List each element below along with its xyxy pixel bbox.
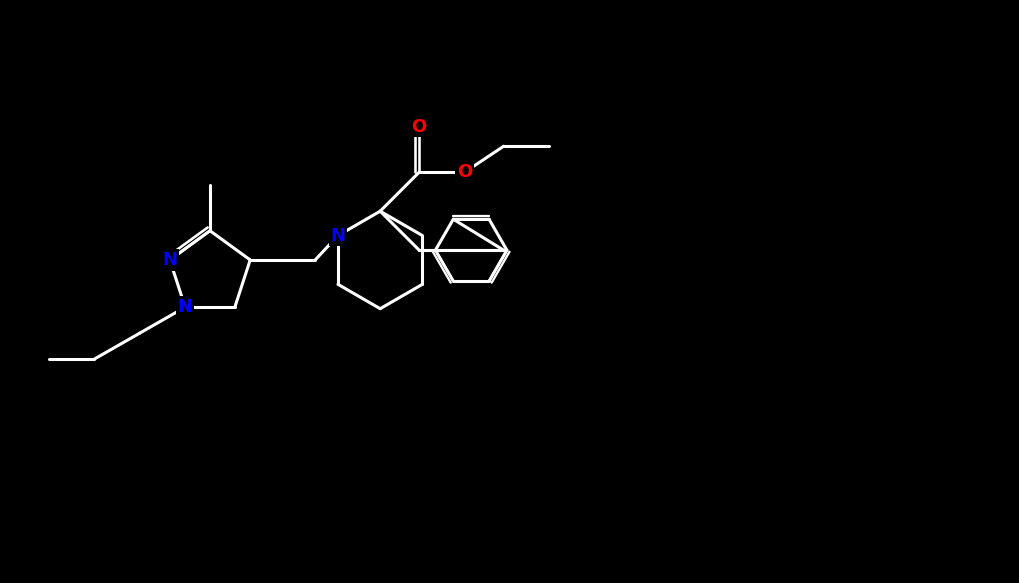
Text: N: N: [330, 227, 345, 245]
Text: N: N: [177, 298, 193, 316]
Text: O: O: [458, 163, 473, 181]
Text: O: O: [412, 118, 427, 136]
Text: N: N: [162, 251, 177, 269]
